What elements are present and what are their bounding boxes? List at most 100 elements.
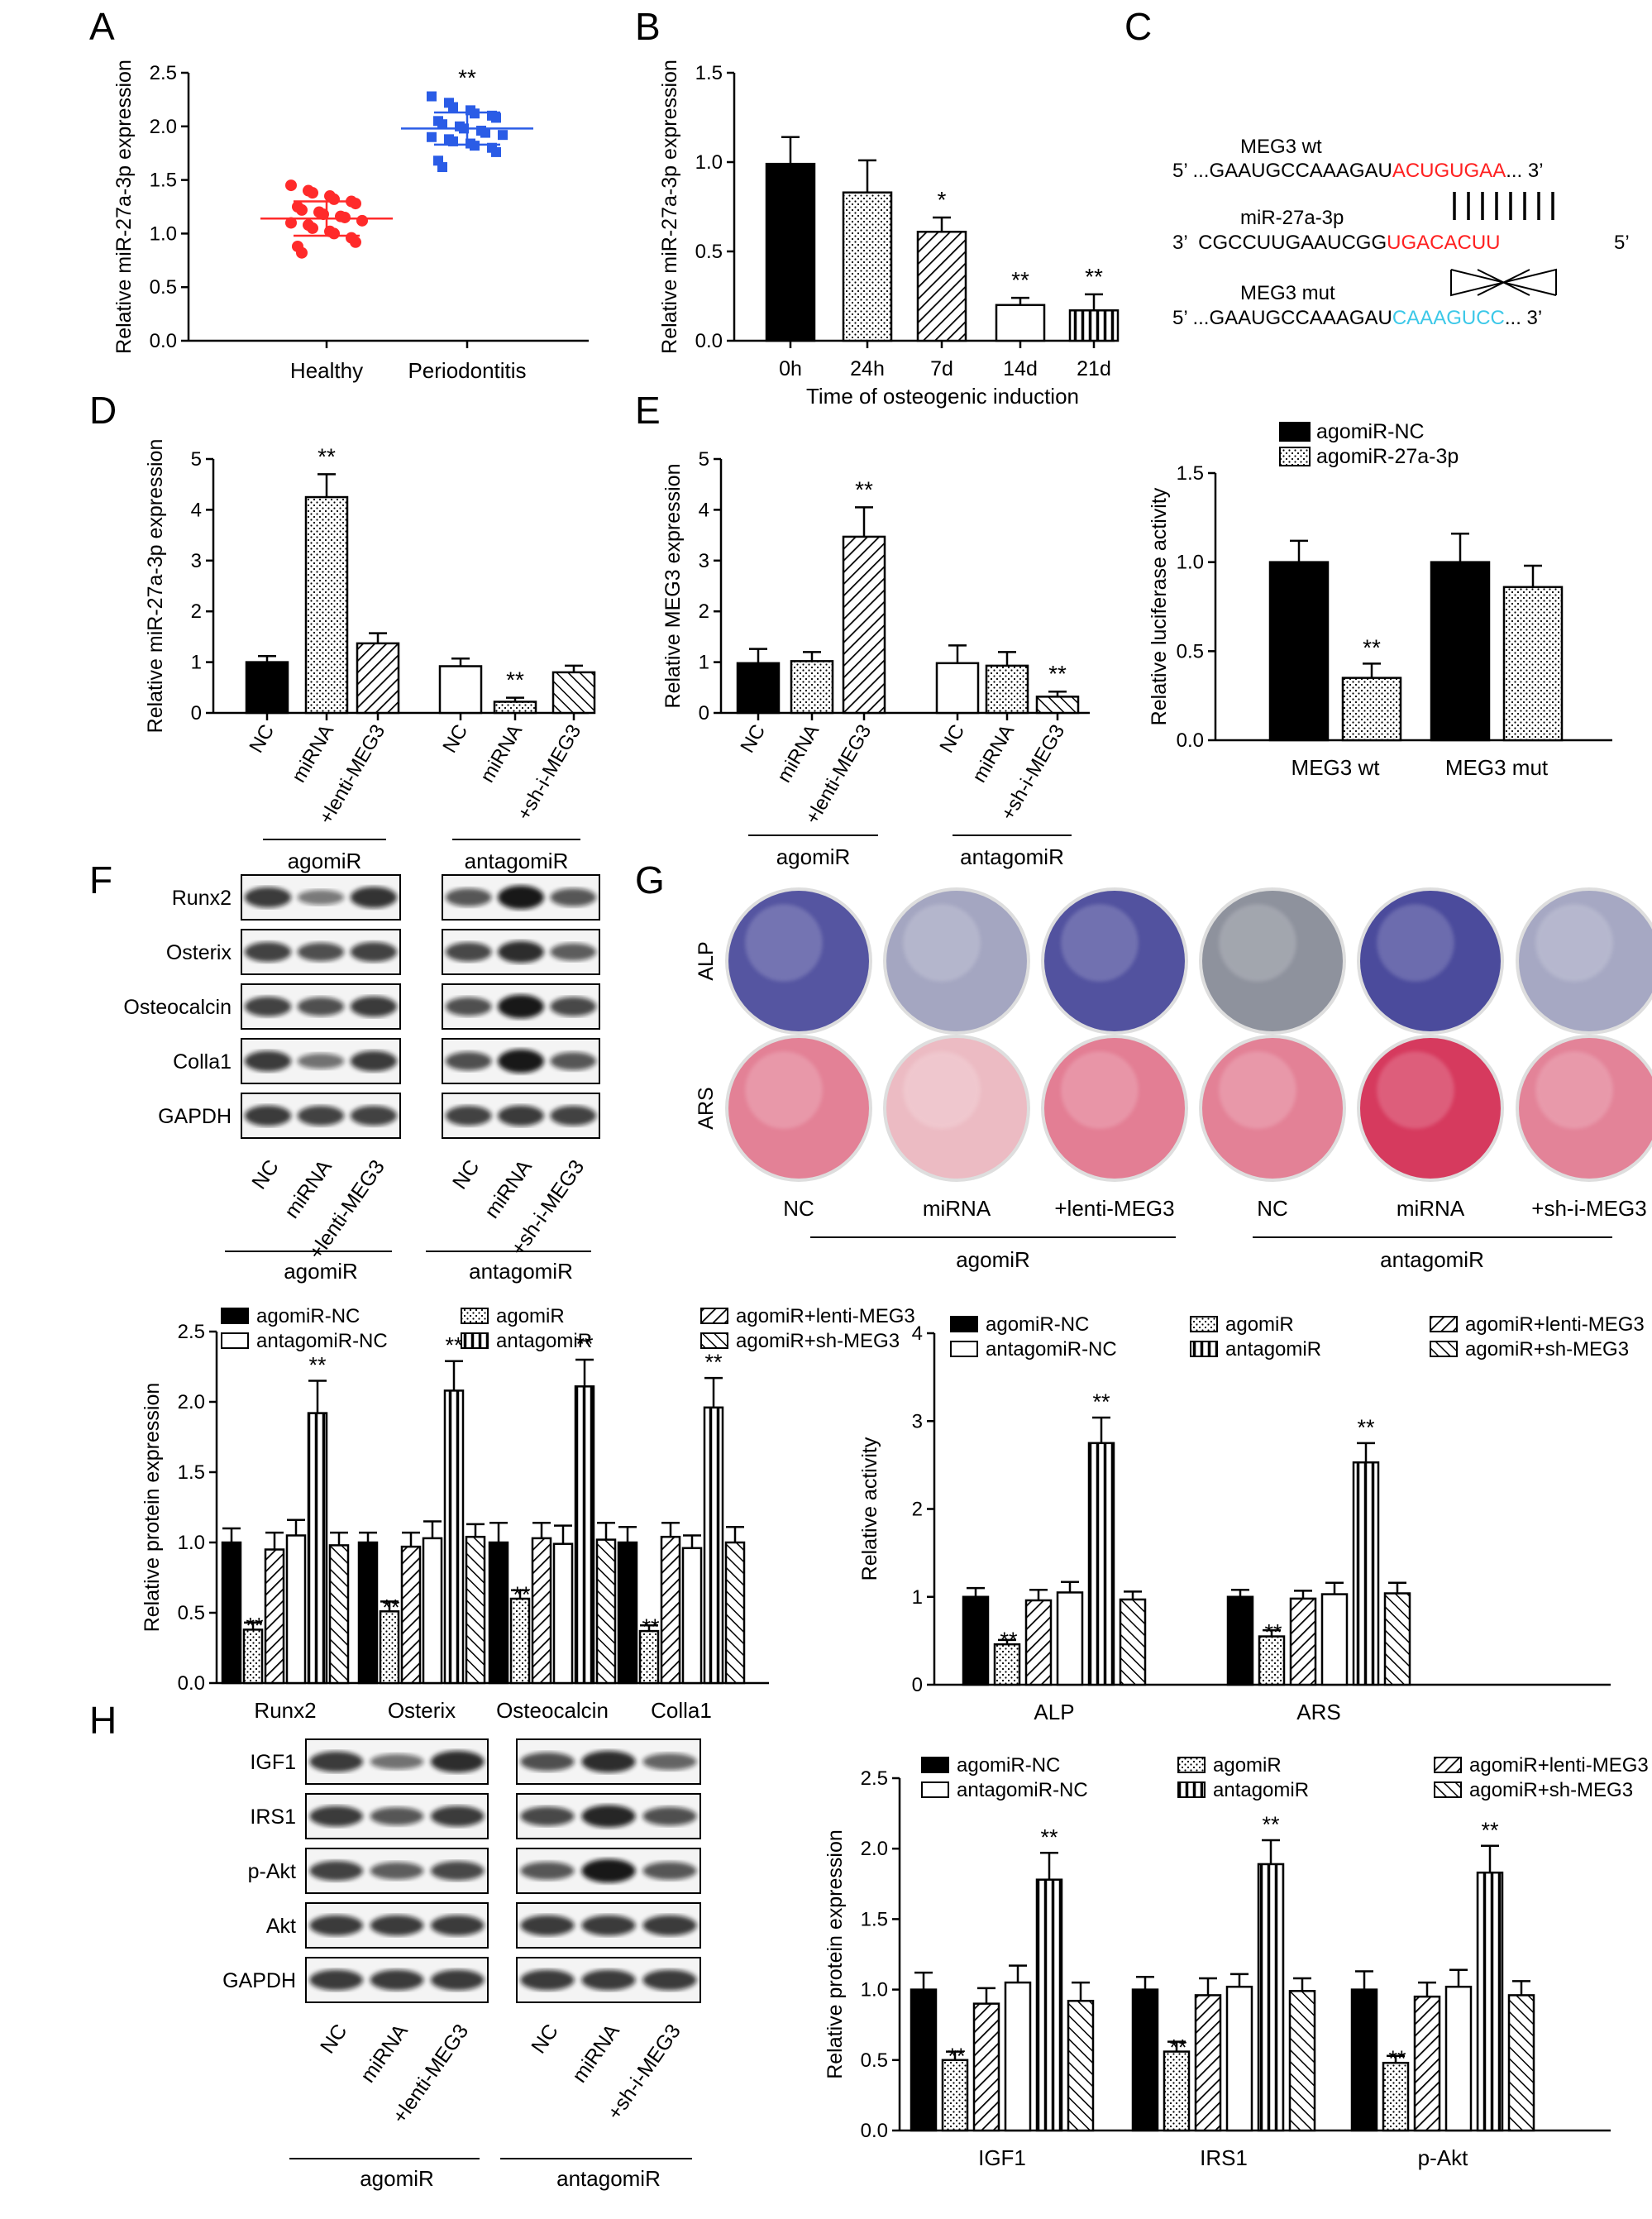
- significance-mark: **: [1481, 1818, 1499, 1843]
- blot-row-label: Akt: [266, 1915, 296, 1938]
- group-label: agomiR: [288, 849, 362, 873]
- y-tick-label: 3: [699, 550, 709, 572]
- blot-row-label: IGF1: [250, 1751, 296, 1774]
- bar-antagomiR: [1035, 1878, 1063, 2132]
- blot-band: [244, 1105, 292, 1126]
- data-point: [307, 222, 318, 234]
- bar-antagomiR: [1352, 1461, 1380, 1686]
- blot-row-label: Osterix: [166, 941, 232, 964]
- legend-label: agomiR+sh-MEG3: [1465, 1338, 1629, 1361]
- blot-lane-label: NC: [448, 1155, 485, 1193]
- bar-agomiR: [509, 1597, 531, 1685]
- blot-lane-label: NC: [316, 2020, 352, 2058]
- y-tick-label: 1: [912, 1586, 923, 1609]
- blot-lane-label: NC: [527, 2020, 563, 2058]
- significance-mark: *: [938, 187, 947, 213]
- legend-label: antagomiR-NC: [957, 1779, 1088, 1801]
- bar-antagomiR: [1257, 1863, 1285, 2132]
- blot-band: [498, 885, 544, 910]
- blot-band: [309, 1860, 363, 1882]
- mismatch-marks: [1450, 268, 1557, 297]
- bar-agomiR+lenti-MEG3: [1413, 1995, 1441, 2132]
- chart-h-quantification: 0.0 0.5 1.0 1.5 2.0 2.5 Relative protein expre…: [824, 1754, 1649, 2170]
- significance-mark: **: [1262, 1812, 1280, 1837]
- legend-swatch: [461, 1332, 489, 1349]
- legend-swatch: [1177, 1781, 1206, 1798]
- y-tick-label: 2: [699, 600, 709, 623]
- y-tick-label: 3: [191, 550, 202, 572]
- x-tick-label: miRNA: [476, 721, 527, 787]
- legend-swatch: [950, 1316, 978, 1332]
- x-tick-label: NC: [736, 721, 770, 758]
- blot-band: [520, 1752, 575, 1772]
- well-sheen: [1377, 904, 1454, 982]
- bar-agomiR+sh-MEG3: [1507, 1994, 1535, 2132]
- group-label: agomiR: [284, 1259, 358, 1284]
- blot-band: [581, 1915, 636, 1936]
- wt-prefix: 5’ ...GAAUGCCAAAGAU: [1172, 160, 1392, 182]
- legend-label: antagomiR: [496, 1330, 592, 1352]
- blot-band: [520, 1862, 575, 1880]
- data-point: [339, 211, 351, 223]
- bar-agomiR-NC: [221, 1541, 242, 1685]
- legend-swatch: [1279, 422, 1311, 442]
- blot-lane-label: miRNA: [568, 2020, 625, 2087]
- chart-c-luciferase: 0.0 0.5 1.0 1.5 Relative luciferase activity…: [1148, 420, 1612, 780]
- blot-band: [550, 1105, 597, 1126]
- chart-g-quantification: 0 1 2 3 4 Relative activity ** ** ALP ** ** ARS agom…: [858, 1313, 1645, 1724]
- stain-row-label: ALP: [695, 941, 718, 980]
- bar-agomiR+lenti-MEG3: [660, 1535, 681, 1685]
- mir-sequence: 3’ CGCCUUGAAUCGGUGACACUU: [1172, 232, 1500, 254]
- y-tick-label: 0.0: [150, 330, 177, 352]
- legend-swatch: [461, 1308, 489, 1324]
- y-tick-label: 1.0: [695, 151, 723, 174]
- blot-row-label: p-Akt: [248, 1860, 296, 1883]
- blot-band: [642, 1969, 697, 1991]
- significance-mark: **: [458, 65, 476, 91]
- bar-antagomiR-NC: [552, 1542, 574, 1685]
- stain-lane-label: miRNA: [923, 1196, 991, 1221]
- bar-antagomiR-NC: [681, 1547, 703, 1685]
- y-axis-label: Relative miR-27a-3p expression: [658, 60, 681, 354]
- stain-lane-label: NC: [1257, 1196, 1288, 1221]
- y-tick-label: 0.5: [1177, 640, 1204, 662]
- blot-band: [581, 1858, 636, 1883]
- y-tick-label: 1: [191, 652, 202, 674]
- mir-suffix: 5’: [1614, 232, 1630, 254]
- data-point: [427, 91, 437, 102]
- bar-miRNA: [493, 701, 537, 715]
- significance-mark: **: [1169, 2035, 1187, 2060]
- bar-agomiR+lenti-MEG3: [1289, 1597, 1317, 1686]
- data-point: [470, 141, 480, 151]
- stain-g: ALP ARS NC miRNA +lenti-MEG3 NC miRNA +sh-i-MEG…: [695, 887, 1652, 1272]
- legend-label: agomiR+lenti-MEG3: [1465, 1313, 1645, 1336]
- significance-mark: **: [1011, 267, 1029, 293]
- blot-f: Runx2OsterixOsteocalcinColla1GAPDHNCmiRN…: [123, 874, 600, 1284]
- legend-swatch: [950, 1341, 978, 1357]
- y-tick-label: 1.5: [150, 170, 177, 192]
- bar-agomiR-NC: [1226, 1595, 1254, 1686]
- bar-antagomiR: [443, 1389, 465, 1685]
- blot-band: [581, 1805, 636, 1828]
- y-tick-label: 3: [912, 1410, 923, 1432]
- significance-mark: **: [1085, 264, 1103, 289]
- significance-mark: **: [1000, 1628, 1018, 1652]
- bar-agomiR+sh-MEG3: [724, 1541, 746, 1685]
- significance-mark: **: [246, 1613, 264, 1638]
- legend-label: agomiR-NC: [986, 1313, 1089, 1336]
- bar-NC: [935, 662, 980, 715]
- legend-label: antagomiR: [1213, 1779, 1309, 1801]
- bar-7d: [916, 230, 967, 342]
- y-tick-label: 1: [699, 652, 709, 674]
- bar-agomiR-NC: [1430, 561, 1491, 742]
- significance-mark: **: [1048, 661, 1067, 686]
- data-point: [328, 227, 340, 240]
- data-point: [470, 108, 480, 119]
- mut-suffix: ... 3’: [1505, 307, 1542, 329]
- bar-antagomiR-NC: [1320, 1593, 1349, 1686]
- bar-agomiR: [1382, 2061, 1410, 2132]
- blot-band: [297, 1105, 345, 1126]
- panel-label-e: E: [635, 389, 661, 432]
- legend-swatch: [1177, 1757, 1206, 1773]
